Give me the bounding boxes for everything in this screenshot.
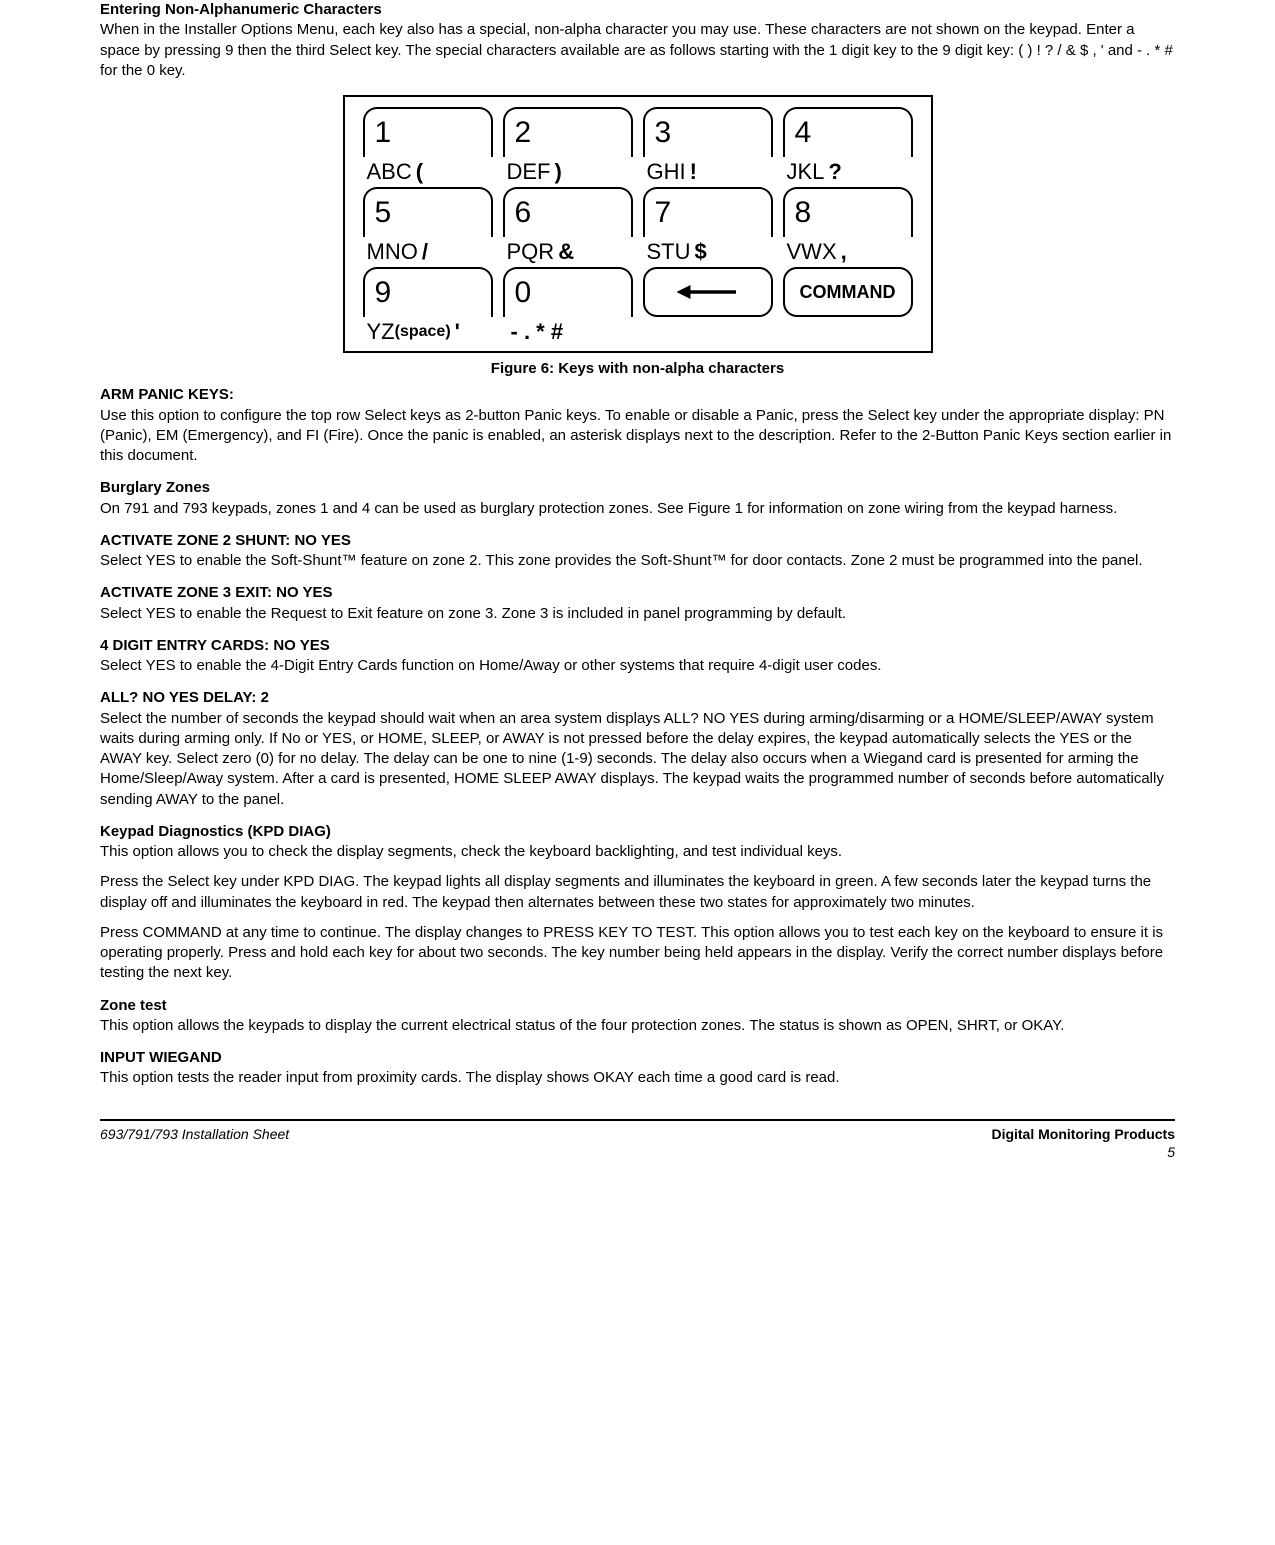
back-arrow-icon — [643, 267, 773, 317]
key-4: 4 JKL ? — [783, 107, 913, 187]
command-key-label: COMMAND — [783, 267, 913, 317]
figure-keypad: 1 ABC ( 2 DEF ) 3 GHI ! 4 JKL ? 5 — [100, 95, 1175, 379]
keypad-box: 1 ABC ( 2 DEF ) 3 GHI ! 4 JKL ? 5 — [343, 95, 933, 353]
key-1: 1 ABC ( — [363, 107, 493, 187]
footer-company: Digital Monitoring Products — [991, 1126, 1175, 1142]
key-6: 6 PQR & — [503, 187, 633, 267]
key-7: 7 STU $ — [643, 187, 773, 267]
footer-doc-title: 693/791/793 Installation Sheet — [100, 1125, 289, 1163]
section-burglary: Burglary Zones On 791 and 793 keypads, z… — [100, 478, 1175, 519]
key-2: 2 DEF ) — [503, 107, 633, 187]
key-0: 0 - . * # — [503, 267, 633, 347]
footer-page-number: 5 — [991, 1143, 1175, 1162]
body-text: When in the Installer Options Menu, each… — [100, 20, 1175, 81]
heading: Entering Non-Alphanumeric Characters — [100, 1, 382, 18]
section-arm-panic: ARM PANIC KEYS: Use this option to confi… — [100, 385, 1175, 466]
page-footer: 693/791/793 Installation Sheet Digital M… — [100, 1119, 1175, 1163]
section-nonalpha: Entering Non-Alphanumeric Characters Whe… — [100, 0, 1175, 81]
key-3: 3 GHI ! — [643, 107, 773, 187]
section-zone-test: Zone test This option allows the keypads… — [100, 996, 1175, 1037]
section-4digit: 4 DIGIT ENTRY CARDS: NO YES Select YES t… — [100, 636, 1175, 677]
section-input-wiegand: INPUT WIEGAND This option tests the read… — [100, 1048, 1175, 1089]
section-kpd-diag: Keypad Diagnostics (KPD DIAG) This optio… — [100, 822, 1175, 984]
section-zone3: ACTIVATE ZONE 3 EXIT: NO YES Select YES … — [100, 583, 1175, 624]
key-9: 9 YZ (space) ' — [363, 267, 493, 347]
key-5: 5 MNO / — [363, 187, 493, 267]
section-all-delay: ALL? NO YES DELAY: 2 Select the number o… — [100, 688, 1175, 810]
key-shape: 1 — [363, 107, 493, 157]
section-zone2: ACTIVATE ZONE 2 SHUNT: NO YES Select YES… — [100, 531, 1175, 572]
key-command: COMMAND — [783, 267, 913, 347]
key-8: 8 VWX , — [783, 187, 913, 267]
key-back — [643, 267, 773, 347]
figure-caption: Figure 6: Keys with non-alpha characters — [100, 359, 1175, 379]
